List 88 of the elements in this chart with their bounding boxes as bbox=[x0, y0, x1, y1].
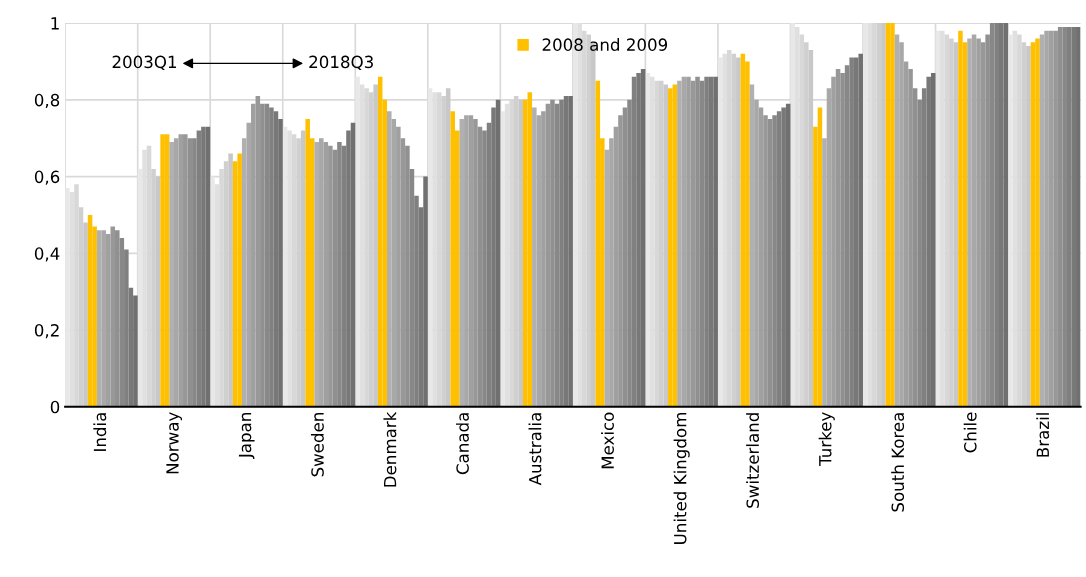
bar bbox=[518, 99, 523, 407]
bar bbox=[726, 49, 732, 407]
bar bbox=[568, 95, 573, 407]
x-tick-label: Chile bbox=[963, 412, 977, 453]
bar bbox=[160, 134, 165, 407]
bar bbox=[559, 99, 564, 407]
bar bbox=[364, 88, 369, 407]
x-tick-label: Mexico bbox=[601, 412, 614, 469]
bar bbox=[337, 142, 342, 407]
bar bbox=[695, 76, 700, 407]
bar bbox=[432, 92, 437, 407]
bar bbox=[862, 23, 868, 407]
bar bbox=[464, 115, 469, 407]
bar bbox=[237, 153, 242, 407]
y-tick-label: 0,8 bbox=[34, 93, 60, 109]
bar bbox=[1003, 23, 1009, 407]
bar bbox=[930, 72, 936, 407]
bar bbox=[958, 30, 963, 407]
bar bbox=[1066, 26, 1072, 407]
bar bbox=[328, 145, 333, 407]
bar bbox=[1026, 46, 1031, 407]
bar bbox=[110, 226, 116, 407]
bar bbox=[169, 142, 174, 407]
bar bbox=[1053, 30, 1058, 407]
bar bbox=[998, 23, 1004, 407]
bar bbox=[849, 57, 854, 407]
bar bbox=[178, 134, 184, 407]
bar bbox=[287, 130, 292, 407]
x-tick-label: United Kingdom bbox=[673, 413, 690, 544]
bar bbox=[686, 76, 691, 407]
bar bbox=[940, 30, 945, 407]
bar bbox=[645, 72, 650, 407]
bar bbox=[890, 23, 895, 407]
bar bbox=[423, 176, 428, 407]
bar bbox=[772, 115, 777, 407]
y-tick-label: 0,6 bbox=[34, 170, 60, 185]
bar bbox=[201, 126, 206, 407]
legend-label: 2008 and 2009 bbox=[542, 38, 668, 51]
x-tick-label: Canada bbox=[456, 413, 469, 475]
bar bbox=[858, 53, 863, 407]
y-tick-label: 1 bbox=[51, 17, 59, 30]
annotation: 2003Q1 bbox=[112, 55, 177, 71]
bar bbox=[473, 119, 478, 407]
bar bbox=[704, 76, 709, 407]
x-tick-label: South Korea bbox=[891, 413, 905, 512]
bar bbox=[355, 76, 360, 407]
bar bbox=[1044, 30, 1049, 407]
annotation: 2018Q3 bbox=[309, 55, 373, 71]
x-tick-label: Switzerland bbox=[746, 413, 760, 508]
bar bbox=[881, 23, 886, 407]
x-tick-label: Denmark bbox=[383, 411, 397, 487]
bar bbox=[949, 38, 954, 407]
x-tick-label: Turkey bbox=[818, 412, 835, 466]
bar bbox=[668, 88, 673, 407]
bar bbox=[1017, 34, 1022, 407]
bar bbox=[1008, 34, 1013, 407]
bar bbox=[1035, 38, 1040, 407]
y-tick-label: 0,4 bbox=[34, 247, 60, 262]
x-tick-label: Norway bbox=[166, 412, 183, 474]
y-tick-label: 0 bbox=[50, 400, 60, 414]
bar bbox=[269, 107, 274, 407]
bar bbox=[74, 184, 79, 407]
x-tick-label: India bbox=[93, 413, 107, 451]
bar bbox=[228, 153, 233, 407]
x-tick-label: Brazil bbox=[1036, 413, 1050, 457]
bar bbox=[677, 80, 682, 407]
x-tick-label: Sweden bbox=[310, 413, 324, 477]
bar bbox=[305, 119, 310, 407]
bar bbox=[101, 230, 106, 407]
bar bbox=[872, 23, 877, 407]
bar bbox=[314, 142, 320, 407]
x-tick-label: Australia bbox=[528, 413, 542, 486]
bar bbox=[142, 149, 147, 407]
bar bbox=[976, 38, 981, 407]
bar bbox=[636, 72, 641, 407]
bar bbox=[967, 38, 972, 407]
y-tick-label: 0,2 bbox=[34, 324, 59, 339]
x-tick-label: Japan bbox=[238, 413, 255, 459]
bar bbox=[373, 84, 378, 407]
bar bbox=[658, 80, 664, 407]
bar bbox=[794, 26, 800, 407]
bar bbox=[781, 107, 786, 407]
bar bbox=[387, 111, 392, 407]
bar bbox=[210, 176, 215, 407]
bar bbox=[550, 99, 555, 407]
bar bbox=[713, 76, 718, 407]
bar bbox=[532, 107, 537, 407]
bar bbox=[736, 57, 741, 407]
